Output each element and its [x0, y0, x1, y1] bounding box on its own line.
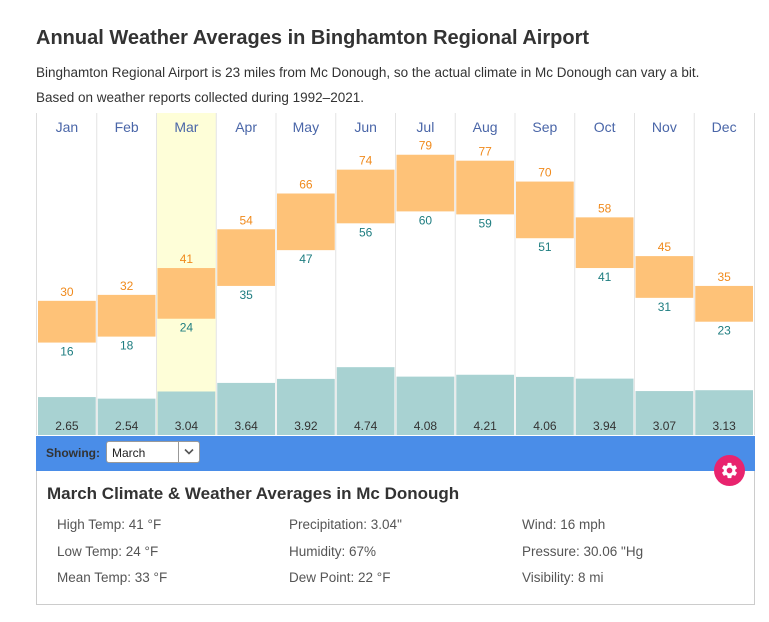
settings-button[interactable]: [714, 455, 745, 486]
temp-range-bar-sep: [516, 181, 574, 239]
low-temp-label-jun: 56: [359, 225, 373, 239]
month-label-sep[interactable]: Sep: [532, 119, 557, 135]
temp-range-bar-apr: [217, 229, 275, 286]
precipitation-stat: Precipitation: 3.04": [289, 517, 402, 532]
month-select[interactable]: March: [106, 441, 200, 463]
precip-label-jun: 4.74: [354, 419, 378, 433]
showing-label: Showing:: [46, 446, 100, 460]
precip-label-mar: 3.04: [175, 419, 199, 433]
high-temp-label-jan: 30: [60, 285, 74, 299]
high-temp-label-nov: 45: [658, 240, 672, 254]
low-temp-label-nov: 31: [658, 300, 672, 314]
precip-label-nov: 3.07: [653, 419, 677, 433]
temp-range-bar-may: [277, 193, 335, 251]
temp-range-bar-jun: [336, 169, 395, 224]
low-temp-label-dec: 23: [717, 324, 731, 338]
high-temp-stat: High Temp: 41 °F: [57, 517, 162, 532]
month-label-feb[interactable]: Feb: [115, 119, 139, 135]
low-temp-label-apr: 35: [239, 288, 253, 302]
precip-label-oct: 3.94: [593, 419, 617, 433]
precip-bar-sep: [516, 376, 574, 435]
low-temp-label-may: 47: [299, 252, 313, 266]
low-temp-label-mar: 24: [180, 321, 194, 335]
precip-label-apr: 3.64: [234, 419, 258, 433]
precip-label-jul: 4.08: [414, 419, 438, 433]
chevron-down-icon[interactable]: [178, 442, 199, 462]
temp-range-bar-jan: [38, 300, 96, 343]
month-label-nov[interactable]: Nov: [652, 119, 677, 135]
dew-point-stat: Dew Point: 22 °F: [289, 570, 391, 585]
precip-bar-apr: [217, 382, 275, 435]
location-note: Binghamton Regional Airport is 23 miles …: [36, 65, 700, 80]
precip-label-aug: 4.21: [473, 419, 497, 433]
precip-label-may: 3.92: [294, 419, 318, 433]
temp-range-bar-oct: [575, 217, 634, 269]
temp-range-bar-nov: [635, 256, 694, 298]
precip-bar-aug: [456, 374, 514, 435]
month-label-oct[interactable]: Oct: [594, 119, 616, 135]
precip-bar-feb: [97, 398, 156, 435]
wind-stat: Wind: 16 mph: [522, 517, 606, 532]
humidity-stat: Humidity: 67%: [289, 544, 377, 559]
mean-temp-stat: Mean Temp: 33 °F: [57, 570, 168, 585]
month-label-mar[interactable]: Mar: [174, 119, 198, 135]
precip-bar-nov: [635, 391, 694, 435]
month-label-jun[interactable]: Jun: [354, 119, 377, 135]
high-temp-label-may: 66: [299, 178, 313, 192]
high-temp-label-jun: 74: [359, 154, 373, 168]
high-temp-label-dec: 35: [717, 270, 731, 284]
pressure-stat: Pressure: 30.06 "Hg: [522, 544, 644, 559]
low-temp-label-oct: 41: [598, 270, 612, 284]
month-selector-bar: Showing: March: [36, 436, 755, 471]
visibility-stat: Visibility: 8 mi: [522, 570, 604, 585]
page-title: Annual Weather Averages in Binghamton Re…: [36, 27, 590, 49]
precip-label-dec: 3.13: [712, 419, 736, 433]
precip-bar-jun: [336, 367, 395, 435]
high-temp-label-mar: 41: [180, 252, 194, 266]
month-label-aug[interactable]: Aug: [473, 119, 498, 135]
high-temp-label-oct: 58: [598, 201, 612, 215]
precip-bar-oct: [575, 378, 634, 435]
temp-range-bar-mar: [157, 268, 216, 319]
data-period-note: Based on weather reports collected durin…: [36, 90, 364, 105]
precip-bar-mar: [157, 391, 216, 435]
month-label-dec[interactable]: Dec: [712, 119, 737, 135]
low-temp-label-sep: 51: [538, 240, 552, 254]
high-temp-label-jul: 79: [419, 139, 433, 153]
precip-bar-jul: [396, 376, 455, 435]
month-label-jan[interactable]: Jan: [56, 119, 79, 135]
low-temp-label-jul: 60: [419, 213, 433, 227]
high-temp-label-aug: 77: [478, 145, 492, 159]
precip-bar-dec: [695, 390, 753, 435]
temp-range-bar-jul: [396, 154, 455, 212]
month-select-value: March: [112, 446, 146, 460]
temp-range-bar-feb: [97, 294, 156, 337]
precip-label-sep: 4.06: [533, 419, 557, 433]
precip-label-jan: 2.65: [55, 419, 79, 433]
low-temp-label-jan: 16: [60, 345, 74, 359]
precip-bar-may: [277, 378, 335, 435]
low-temp-label-feb: 18: [120, 339, 134, 353]
high-temp-label-feb: 32: [120, 279, 134, 293]
month-label-may[interactable]: May: [293, 119, 319, 135]
month-details-panel: March Climate & Weather Averages in Mc D…: [36, 471, 755, 605]
annual-weather-chart[interactable]: Jan 30 16 2.65 Feb 32 18 2.54 Mar 41 24 3.04 Apr 54 35…: [36, 113, 755, 435]
low-temp-stat: Low Temp: 24 °F: [57, 544, 159, 559]
month-label-apr[interactable]: Apr: [235, 119, 257, 135]
high-temp-label-apr: 54: [239, 213, 253, 227]
temp-range-bar-aug: [456, 160, 514, 215]
high-temp-label-sep: 70: [538, 166, 552, 180]
details-title: March Climate & Weather Averages in Mc D…: [47, 484, 460, 503]
gear-icon: [722, 462, 737, 479]
temp-range-bar-dec: [695, 285, 753, 322]
precip-label-feb: 2.54: [115, 419, 139, 433]
precip-bar-jan: [38, 397, 96, 435]
low-temp-label-aug: 59: [478, 216, 492, 230]
month-label-jul[interactable]: Jul: [416, 119, 434, 135]
